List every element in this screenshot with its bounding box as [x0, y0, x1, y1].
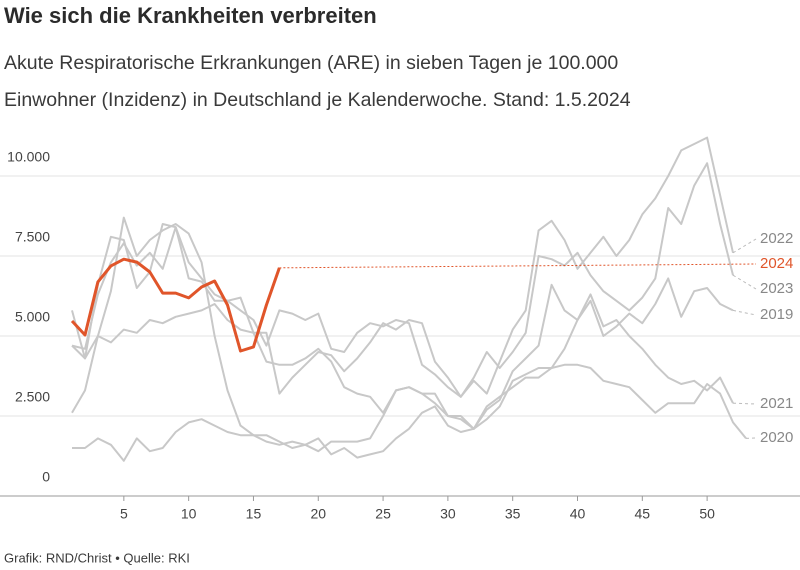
series-line [70, 257, 281, 353]
subtitle: Einwohner (Inzidenz) in Deutschland je K… [4, 89, 631, 111]
x-tick-label: 50 [699, 506, 715, 522]
y-tick-label: 2.500 [15, 389, 50, 405]
x-tick-label: 15 [246, 506, 262, 522]
legend-label: 2019 [760, 306, 793, 323]
legend-label: 2021 [760, 395, 793, 412]
x-tick-label: 35 [505, 506, 521, 522]
label-leader [732, 309, 757, 316]
chart-title: Wie sich die Krankheiten verbreiten [4, 3, 377, 28]
x-tick-label: 30 [440, 506, 456, 522]
y-tick-label: 0 [42, 469, 50, 485]
series-line [71, 136, 734, 398]
legend-label: 2020 [760, 429, 793, 446]
y-tick-label: 5.000 [15, 309, 50, 325]
legend-label: 2023 [760, 280, 793, 297]
x-tick-label: 20 [310, 506, 326, 522]
label-leader [733, 402, 757, 405]
x-tick-label: 10 [181, 506, 197, 522]
legend-label: 2024 [760, 255, 793, 272]
subtitle: Akute Respiratorische Erkrankungen (ARE)… [4, 52, 618, 74]
x-tick-label: 25 [375, 506, 391, 522]
series-line [71, 226, 734, 430]
x-tick-label: 5 [120, 506, 128, 522]
x-tick-label: 40 [570, 506, 586, 522]
legend-label: 2022 [760, 230, 793, 247]
series-line [71, 162, 734, 398]
label-leader [279, 263, 757, 269]
series-line [72, 293, 734, 462]
label-leader [732, 274, 757, 290]
y-tick-label: 7.500 [15, 229, 50, 245]
x-tick-label: 45 [635, 506, 651, 522]
source: Grafik: RND/Christ • Quelle: RKI [4, 550, 190, 565]
series-line [71, 216, 747, 459]
y-tick-label: 10.000 [7, 149, 50, 165]
label-leader [732, 238, 757, 254]
